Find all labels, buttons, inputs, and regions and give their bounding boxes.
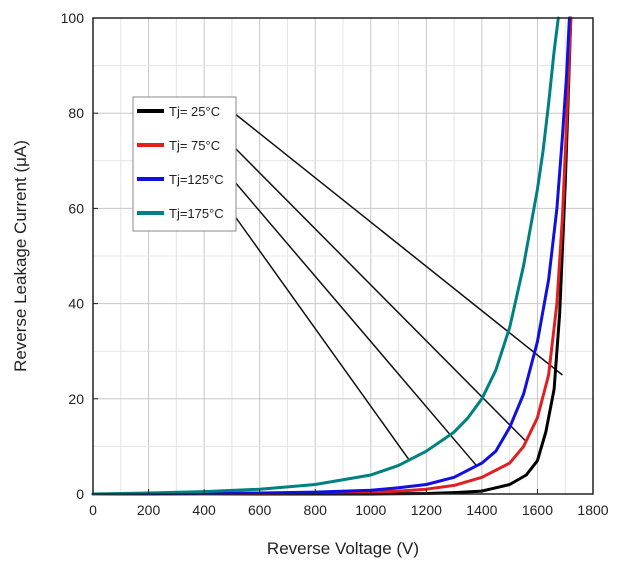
legend-pointer-3: [233, 214, 411, 462]
y-tick-label: 0: [76, 486, 84, 502]
legend-label-0: Tj= 25°C: [169, 104, 220, 119]
legend-pointer-1: [233, 146, 527, 443]
plot-frame: [92, 17, 594, 495]
legend-label-1: Tj= 75°C: [169, 138, 220, 153]
x-tick-labels: 0 200 400 600 800 1000 1200 1400 1600 1800: [89, 489, 609, 518]
x-tick-label: 0: [89, 502, 97, 518]
y-tick-label: 60: [68, 200, 84, 216]
y-tick-label: 40: [68, 296, 84, 312]
y-axis-title: Reverse Leakage Current (μA): [11, 140, 30, 372]
legend-box: [132, 96, 237, 232]
x-tick-label: 400: [192, 502, 216, 518]
legend-label-2: Tj=125°C: [169, 172, 224, 187]
legend-pointer-2: [233, 180, 477, 466]
y-tick-labels: 0 20 40 60 80 100: [61, 10, 98, 502]
x-tick-label: 1400: [466, 502, 497, 518]
legend: Tj= 25°C Tj= 75°C Tj=125°C Tj=175°C: [132, 96, 237, 232]
x-tick-label: 1200: [411, 502, 442, 518]
x-axis-title: Reverse Voltage (V): [267, 539, 419, 558]
x-tick-label: 1600: [522, 502, 553, 518]
y-tick-label: 20: [68, 391, 84, 407]
y-tick-label: 80: [68, 105, 84, 121]
x-tick-label: 600: [248, 502, 272, 518]
y-tick-label: 100: [61, 10, 85, 26]
x-tick-label: 1800: [577, 502, 608, 518]
x-tick-label: 1000: [355, 502, 386, 518]
x-tick-label: 200: [137, 502, 161, 518]
legend-label-3: Tj=175°C: [169, 206, 224, 221]
x-tick-label: 800: [304, 502, 328, 518]
